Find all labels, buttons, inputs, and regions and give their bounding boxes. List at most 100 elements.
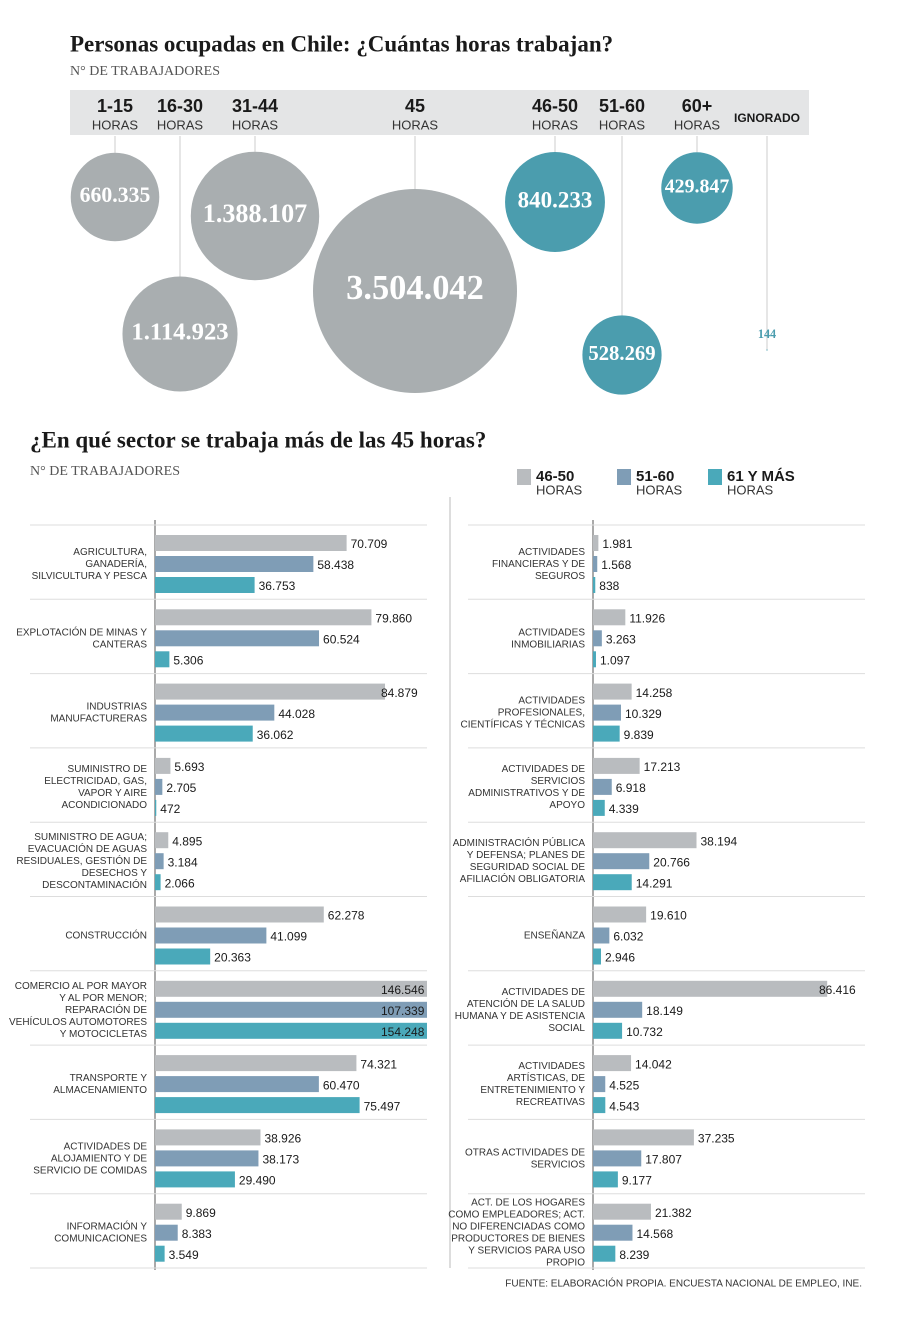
bar [593, 1203, 651, 1220]
category-label: ACTIVIDADES PROFESIONALES, CIENTÍFICAS Y T… [461, 695, 586, 730]
bar [593, 1097, 606, 1114]
bubble [505, 152, 605, 252]
bar [155, 725, 253, 742]
header-band [70, 90, 809, 135]
value-label: 17.213 [644, 760, 681, 774]
bar [593, 556, 598, 572]
value-label: 41.099 [270, 930, 307, 944]
category-label: 1-15 [97, 96, 133, 116]
title: ¿En qué sector se trabaja más de las 45 … [30, 427, 486, 452]
value-label: 9.177 [622, 1174, 652, 1188]
value-label: 10.732 [626, 1025, 663, 1039]
value-label: 86.416 [819, 983, 856, 997]
value-label: 37.235 [698, 1132, 735, 1146]
unit-label: HORAS [232, 117, 279, 132]
unit-label: HORAS [392, 117, 439, 132]
bar [155, 1245, 165, 1262]
category-label: ACTIVIDADES DE ALOJAMIENTO Y DE SERVICIO D… [33, 1141, 147, 1176]
bar [155, 704, 275, 721]
bar [593, 630, 602, 647]
bubble [661, 152, 733, 224]
value-label: 660.335 [80, 183, 151, 207]
bar [155, 980, 427, 997]
bar [155, 832, 169, 849]
value-label: 19.610 [650, 909, 687, 923]
value-label: 38.194 [701, 834, 738, 848]
bar [593, 927, 610, 944]
value-label: 838 [599, 579, 619, 593]
value-label: 5.693 [174, 760, 204, 774]
subtitle: N° DE TRABAJADORES [70, 64, 220, 79]
category-label: COMERCIO AL POR MAYOR Y AL POR MENOR; REPA… [9, 980, 147, 1039]
bar [155, 556, 314, 572]
legend-label: 61 Y MÁS [727, 468, 795, 485]
value-label: 36.753 [259, 579, 296, 593]
value-label: 14.568 [636, 1227, 673, 1241]
bubble [313, 189, 517, 393]
value-label: 1.568 [601, 558, 631, 572]
value-label: 3.504.042 [346, 269, 484, 307]
value-label: 38.926 [264, 1132, 301, 1146]
category-label: IGNORADO [734, 111, 800, 125]
value-label: 60.470 [323, 1078, 360, 1092]
bar [593, 1129, 694, 1146]
value-label: 8.383 [182, 1227, 212, 1241]
category-label: INDUSTRIAS MANUFACTURERAS [50, 701, 147, 724]
category-label: ACT. DE LOS HOGARES COMO EMPLEADORES; ACT… [448, 1197, 585, 1268]
unit-label: HORAS [92, 117, 139, 132]
bar [593, 1150, 642, 1167]
value-label: 8.239 [619, 1248, 649, 1262]
bar [155, 874, 161, 891]
value-label: 2.066 [165, 876, 195, 890]
bar [155, 1097, 360, 1114]
value-label: 154.248 [381, 1025, 425, 1039]
bar [155, 1055, 357, 1072]
bar [155, 630, 320, 647]
category-label: ACTIVIDADES DE SERVICIOS ADMINISTRATIVOS Y… [468, 764, 585, 811]
legend-label: 51-60 [636, 468, 674, 485]
value-label: 528.269 [588, 343, 655, 365]
value-label: 36.062 [257, 728, 294, 742]
value-label: 4.895 [172, 834, 202, 848]
value-label: 44.028 [278, 707, 315, 721]
bar [593, 1055, 632, 1072]
bar [155, 853, 164, 870]
value-label: 9.869 [186, 1206, 216, 1220]
value-label: 74.321 [360, 1057, 397, 1071]
bar [155, 1150, 259, 1167]
value-label: 1.114.923 [131, 319, 228, 346]
bubble [122, 276, 238, 392]
bar [593, 577, 596, 593]
value-label: 14.291 [636, 876, 673, 890]
bar [593, 757, 640, 774]
category-label: 45 [405, 96, 425, 116]
bar [155, 948, 211, 965]
bar [155, 906, 324, 923]
bar [593, 799, 605, 816]
bar [155, 651, 170, 668]
bar [155, 1001, 427, 1018]
category-label: 51-60 [599, 96, 645, 116]
category-label: ACTIVIDADES INMOBILIARIAS [511, 627, 585, 650]
category-label: ADMINISTRACIÓN PÚBLICA Y DEFENSA; PLANES … [453, 836, 586, 885]
value-label: 6.918 [616, 781, 646, 795]
category-label: ACTIVIDADES ARTÍSTICAS, DE ENTRETENIMIENTO… [480, 1061, 585, 1108]
value-label: 10.329 [625, 707, 662, 721]
category-label: EXPLOTACIÓN DE MINAS Y CANTERAS [16, 625, 147, 650]
value-label: 144 [758, 327, 776, 341]
value-label: 1.097 [600, 653, 630, 667]
bar [155, 1076, 319, 1093]
value-label: 70.709 [351, 537, 388, 551]
value-label: 60.524 [323, 632, 360, 646]
value-label: 20.766 [653, 855, 690, 869]
category-label: 46-50 [532, 96, 578, 116]
bubble [582, 315, 662, 395]
category-label: 60+ [682, 96, 713, 116]
value-label: 14.042 [635, 1057, 672, 1071]
value-label: 5.306 [173, 653, 203, 667]
bar [155, 683, 386, 700]
bar [593, 651, 596, 668]
bar [593, 1245, 616, 1262]
value-label: 107.339 [381, 1004, 425, 1018]
